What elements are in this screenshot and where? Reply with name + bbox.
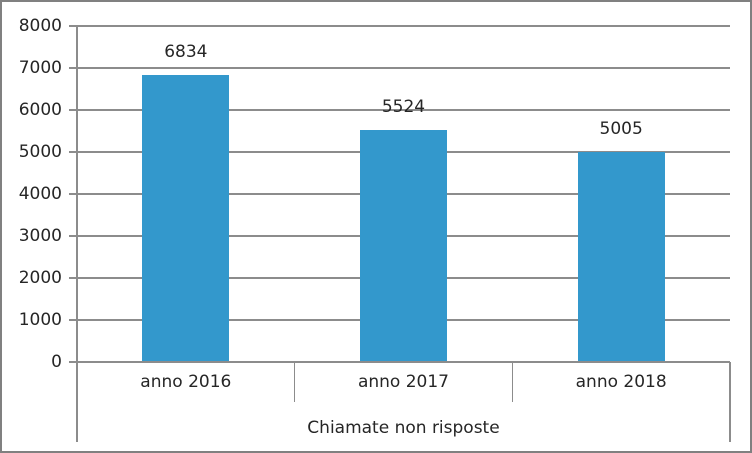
y-axis-tick-label: 8000 bbox=[18, 16, 62, 36]
gridline bbox=[77, 67, 730, 69]
y-axis-tick-label: 3000 bbox=[18, 226, 62, 246]
y-axis-tick-label: 6000 bbox=[18, 100, 62, 120]
gridline bbox=[77, 109, 730, 111]
y-axis-tick bbox=[69, 67, 77, 69]
bar-data-label: 6834 bbox=[164, 41, 208, 62]
bar bbox=[360, 129, 447, 362]
x-axis-right-boundary bbox=[729, 362, 731, 442]
y-axis-tick-label: 5000 bbox=[18, 142, 62, 162]
y-axis-tick bbox=[69, 109, 77, 111]
bar-data-label: 5005 bbox=[599, 118, 643, 139]
bar bbox=[577, 151, 665, 362]
y-axis-tick bbox=[69, 193, 77, 195]
category-label: anno 2018 bbox=[575, 372, 667, 392]
y-axis-tick-label: 0 bbox=[51, 352, 62, 372]
x-axis-title: Chiamate non risposte bbox=[307, 418, 500, 438]
y-axis-tick bbox=[69, 361, 77, 363]
gridline bbox=[77, 25, 730, 27]
y-axis-tick-label: 2000 bbox=[18, 268, 62, 288]
x-axis-line bbox=[77, 361, 730, 363]
category-separator bbox=[293, 362, 296, 402]
y-axis-tick bbox=[69, 151, 77, 153]
bar bbox=[142, 74, 230, 362]
y-axis-tick bbox=[69, 319, 77, 321]
category-separator bbox=[511, 362, 514, 402]
y-axis-tick-label: 4000 bbox=[18, 184, 62, 204]
y-axis-tick-label: 1000 bbox=[18, 310, 62, 330]
y-axis-tick bbox=[69, 25, 77, 27]
category-label: anno 2016 bbox=[140, 372, 232, 392]
y-axis-tick bbox=[69, 235, 77, 237]
y-axis-tick-label: 7000 bbox=[18, 58, 62, 78]
category-label: anno 2017 bbox=[357, 372, 449, 392]
y-axis-line bbox=[76, 26, 78, 442]
y-axis-tick bbox=[69, 277, 77, 279]
bar-data-label: 5524 bbox=[381, 96, 426, 117]
